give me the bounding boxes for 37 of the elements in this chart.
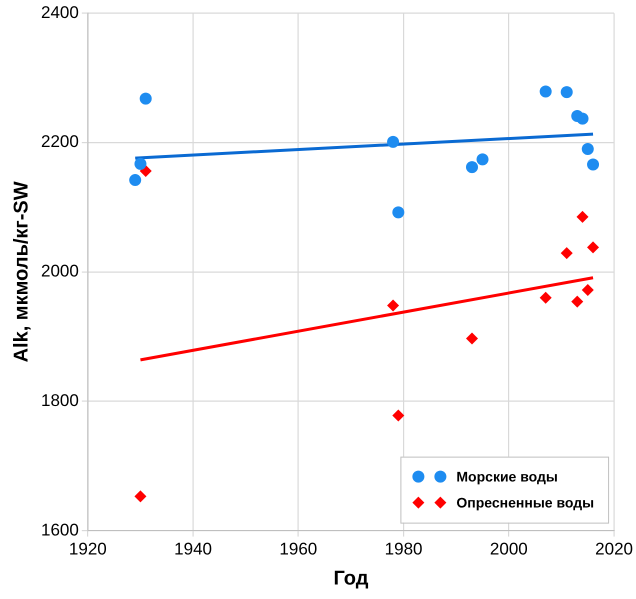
point bbox=[576, 112, 589, 125]
y-tick-label: 1600 bbox=[40, 520, 79, 540]
point bbox=[560, 86, 573, 98]
point bbox=[387, 136, 400, 148]
x-axis-title: Год bbox=[333, 568, 369, 590]
x-tick-label: 2020 bbox=[595, 539, 634, 558]
legend-label: Морские воды bbox=[456, 468, 558, 484]
point bbox=[582, 143, 594, 156]
point bbox=[134, 490, 146, 502]
x-tick-label: 1940 bbox=[174, 539, 212, 558]
x-tick-label: 1960 bbox=[279, 539, 318, 558]
y-tick-label: 2200 bbox=[40, 132, 79, 152]
point bbox=[582, 284, 594, 296]
y-tick-label: 2000 bbox=[40, 262, 79, 281]
point bbox=[540, 85, 552, 98]
x-tick-label: 1920 bbox=[68, 539, 107, 558]
x-tick-label: 2000 bbox=[490, 539, 528, 558]
point bbox=[129, 174, 142, 186]
point bbox=[392, 206, 404, 218]
point bbox=[576, 210, 589, 223]
point bbox=[140, 92, 152, 105]
x-tick-label: 1980 bbox=[384, 539, 422, 558]
point bbox=[466, 332, 478, 345]
point bbox=[587, 158, 600, 171]
legend-label: Опресненные воды bbox=[456, 494, 594, 510]
point bbox=[476, 153, 489, 166]
point bbox=[587, 241, 600, 254]
y-tick-label: 2400 bbox=[40, 2, 79, 22]
point bbox=[387, 300, 400, 312]
point bbox=[134, 158, 146, 170]
point bbox=[571, 296, 584, 308]
point bbox=[540, 292, 552, 304]
point bbox=[560, 247, 573, 260]
y-tick-label: 1800 bbox=[40, 390, 79, 410]
point bbox=[392, 409, 404, 422]
point bbox=[466, 161, 478, 174]
y-axis-title: Alk, мкмоль/кг-SW bbox=[10, 181, 33, 362]
